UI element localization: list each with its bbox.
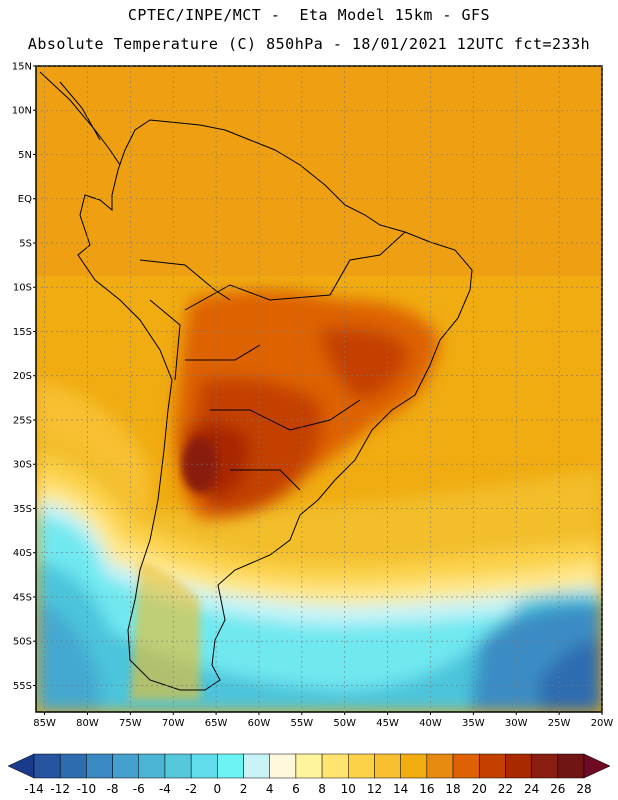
colorbar-swatch [86, 753, 113, 779]
colorbar-swatch [478, 753, 506, 779]
colorbar-swatch [217, 753, 244, 779]
colorbar-label: 22 [498, 782, 513, 796]
colorbar-label: -12 [50, 782, 70, 796]
lon-label: 85W [33, 718, 56, 729]
lat-label: 5N [18, 150, 32, 161]
colorbar-label: 10 [341, 782, 356, 796]
chart-title-line1: CPTEC/INPE/MCT - Eta Model 15km - GFS [127, 6, 491, 24]
colorbar [7, 753, 611, 779]
lat-label: 50S [13, 637, 32, 648]
latitude-labels: 15N 10N 5N EQ 5S 10S 15S 20S 25S 30S 35S 40S 45S 50S 5… [12, 62, 36, 692]
colorbar-label: 18 [445, 782, 460, 796]
colorbar-label: 2 [240, 782, 248, 796]
colorbar-swatch [426, 753, 454, 779]
band-0-west [36, 600, 100, 712]
colorbar-label: -10 [77, 782, 97, 796]
colorbar-left-arrow [7, 753, 35, 779]
colorbar-swatch [190, 753, 218, 779]
border-brazil [184, 231, 406, 311]
colorbar-swatch [557, 753, 585, 779]
lon-label: 20W [591, 718, 614, 729]
boundaries [39, 71, 473, 691]
gridlines [36, 65, 603, 712]
colorbar-label: 24 [524, 782, 539, 796]
lat-label: 40S [13, 548, 32, 559]
field-north [36, 66, 602, 276]
lat-label: 15N [12, 62, 32, 73]
colorbar-label: 4 [266, 782, 274, 796]
lon-label: 55W [291, 718, 314, 729]
lat-label: 45S [13, 592, 32, 603]
colorbar-label: -14 [24, 782, 44, 796]
lat-label: 55S [13, 681, 32, 692]
lat-label: 15S [13, 327, 32, 338]
lon-label: 25W [548, 718, 571, 729]
border-andes [139, 259, 231, 381]
lat-label: 10S [13, 283, 32, 294]
central-america [39, 71, 121, 166]
colorbar-label: 8 [318, 782, 326, 796]
colorbar-swatch [348, 753, 375, 779]
lon-label: 70W [162, 718, 185, 729]
colorbar-label: 0 [214, 782, 222, 796]
longitude-labels: 85W 80W 75W 70W 65W 60W 55W 50W 45W 40W 35W 30W 25W 2… [33, 712, 613, 729]
lon-label: 60W [248, 718, 271, 729]
colorbar-label: 6 [292, 782, 300, 796]
lat-label: EQ [18, 194, 32, 205]
lon-label: 75W [119, 718, 142, 729]
colorbar-swatch [531, 753, 559, 779]
colorbar-labels: -14 -12 -10 -8 -6 -4 -2 0 2 4 6 8 10 12 14 16 18 20 22 24 26… [24, 782, 591, 796]
colorbar-label: -4 [159, 782, 171, 796]
colorbar-label: 20 [472, 782, 487, 796]
lat-label: 35S [13, 504, 32, 515]
chart-title-line2: Absolute Temperature (C) 850hPa - 18/01/… [27, 35, 591, 53]
lon-label: 65W [205, 718, 228, 729]
colorbar-label: 28 [576, 782, 591, 796]
lat-label: 10N [12, 106, 32, 117]
colorbar-swatch [112, 753, 140, 779]
colorbar-swatch [374, 753, 401, 779]
colorbar-label: 26 [550, 782, 565, 796]
colorbar-swatch [164, 753, 192, 779]
lat-label: 5S [19, 238, 32, 249]
colorbar-right-arrow [583, 753, 611, 779]
colorbar-label: 14 [393, 782, 408, 796]
lon-label: 30W [505, 718, 528, 729]
lon-label: 35W [462, 718, 485, 729]
colorbar-swatch [505, 753, 532, 779]
colorbar-label: -2 [185, 782, 197, 796]
colorbar-swatch [33, 753, 61, 779]
lat-label: 20S [13, 371, 32, 382]
lon-label: 45W [376, 718, 399, 729]
colorbar-swatch [452, 753, 480, 779]
colorbar-label: 12 [367, 782, 382, 796]
patagonia [130, 560, 200, 700]
band-neg [540, 640, 602, 712]
colorbar-label: -8 [107, 782, 119, 796]
colorbar-swatch [321, 753, 349, 779]
colorbar-swatch [243, 753, 270, 779]
border-south [185, 344, 361, 491]
lon-label: 50W [333, 718, 356, 729]
warm-28-core [182, 437, 218, 493]
colorbar-swatch [138, 753, 166, 779]
colorbar-label: -6 [133, 782, 145, 796]
lon-label: 80W [76, 718, 99, 729]
colorbar-swatch [295, 753, 323, 779]
colorbar-swatch [269, 753, 297, 779]
lat-label: 30S [13, 460, 32, 471]
colorbar-label: 16 [419, 782, 434, 796]
colorbar-swatch [59, 753, 87, 779]
south-america-coast [77, 119, 473, 691]
lon-label: 40W [419, 718, 442, 729]
map-frame [35, 65, 603, 713]
lat-label: 25S [13, 415, 32, 426]
colorbar-swatch [400, 753, 428, 779]
